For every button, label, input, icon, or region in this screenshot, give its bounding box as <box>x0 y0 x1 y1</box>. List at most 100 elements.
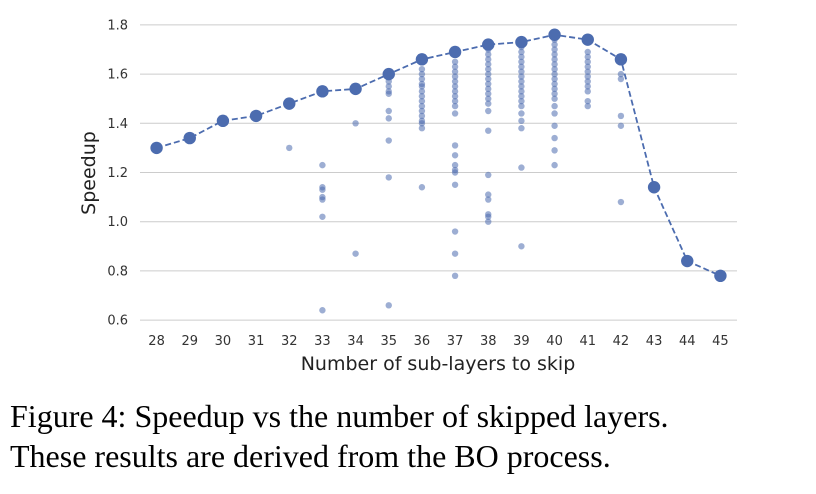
sample-point <box>418 120 426 127</box>
max-speedup-point <box>382 67 395 81</box>
sample-point <box>551 65 558 73</box>
sample-point <box>451 88 459 95</box>
sample-point <box>518 53 525 61</box>
x-tick-labels: 28 29 30 31 32 33 34 35 36 37 38 39 40 41 42 43 44 45 <box>148 334 728 349</box>
sample-point <box>319 307 326 314</box>
sample-point <box>485 191 492 198</box>
sample-point <box>551 95 558 102</box>
sample-point <box>518 117 525 125</box>
sample-point <box>319 161 326 169</box>
x-tick-label: 37 <box>447 334 464 349</box>
sample-point <box>451 110 459 117</box>
sample-point <box>485 127 492 134</box>
sample-point <box>451 161 459 169</box>
sample-point <box>518 73 525 80</box>
sample-point <box>485 100 492 107</box>
sample-point <box>518 78 525 85</box>
sample-point <box>451 63 459 70</box>
max-speedup-point <box>415 53 429 66</box>
sample-point <box>418 112 426 120</box>
sample-point <box>584 58 591 66</box>
x-tick-label: 45 <box>712 334 729 349</box>
sample-point <box>584 102 591 110</box>
x-tick-label: 36 <box>414 334 431 349</box>
sample-point <box>418 83 426 90</box>
sample-point <box>518 83 525 90</box>
sample-point <box>584 83 591 90</box>
sample-point <box>518 93 525 100</box>
max-speedup-point <box>150 141 163 155</box>
max-speedup-point <box>249 109 263 123</box>
sample-point <box>518 97 525 105</box>
y-axis-label: Speedup <box>78 131 100 215</box>
sample-point <box>551 85 558 93</box>
y-tick-labels: 0.6 0.8 1.0 1.2 1.4 1.6 1.8 <box>107 18 128 328</box>
sample-point <box>551 51 558 58</box>
sample-point <box>485 80 492 88</box>
sample-point <box>451 68 459 75</box>
sample-point <box>418 70 426 78</box>
sample-point <box>551 147 558 154</box>
x-tick-label: 41 <box>579 334 596 349</box>
sample-point <box>385 137 392 144</box>
x-tick-label: 29 <box>181 334 198 349</box>
max-speedup-point <box>216 114 230 128</box>
y-tick-label: 1.6 <box>107 68 128 83</box>
x-tick-label: 30 <box>215 334 232 349</box>
x-tick-label: 44 <box>679 334 696 349</box>
max-speedup-point <box>581 33 594 46</box>
sample-point <box>418 93 426 100</box>
sample-point <box>485 65 492 73</box>
sample-point <box>617 198 625 206</box>
sample-point <box>485 196 492 203</box>
x-tick-label: 34 <box>347 334 364 349</box>
y-tick-label: 1.2 <box>107 166 128 181</box>
max-speedup-point <box>316 85 329 98</box>
sample-point <box>551 90 558 97</box>
sample-point <box>418 65 426 73</box>
sample-point <box>451 97 459 105</box>
sample-point <box>418 184 426 191</box>
sample-point <box>485 51 492 58</box>
max-speedup-point <box>515 35 528 49</box>
sample-point <box>385 174 392 181</box>
x-tick-label: 33 <box>314 334 331 349</box>
sample-point <box>352 120 359 127</box>
max-speedup-point <box>482 38 495 51</box>
sample-point <box>518 63 525 70</box>
max-speedup-markers <box>150 28 727 283</box>
max-speedup-point <box>548 28 561 41</box>
sample-point <box>551 80 558 88</box>
sample-point <box>584 53 591 61</box>
sample-point <box>485 61 492 68</box>
sample-point <box>551 61 558 68</box>
sample-point <box>418 97 426 105</box>
grid-lines <box>140 24 737 321</box>
y-tick-label: 0.6 <box>107 314 128 329</box>
sample-point <box>451 142 459 149</box>
sample-point <box>352 250 359 257</box>
sample-point <box>551 161 558 169</box>
sample-point <box>584 97 591 105</box>
caption-line-2: These results are derived from the BO pr… <box>10 438 611 474</box>
sample-point <box>485 171 492 179</box>
sample-point <box>617 122 625 129</box>
speedup-chart: 0.6 0.8 1.0 1.2 1.4 1.6 1.8 28 29 30 31 32 33 34 35 36… <box>78 18 737 375</box>
sample-point <box>451 58 459 66</box>
sample-point <box>485 95 492 102</box>
caption-line-1: Figure 4: Speedup vs the number of skipp… <box>10 398 669 434</box>
sample-point <box>451 181 459 188</box>
sample-point <box>451 93 459 100</box>
x-tick-label: 32 <box>281 334 298 349</box>
sample-point <box>418 107 426 115</box>
sample-point <box>584 78 591 85</box>
sample-point <box>551 75 558 83</box>
sample-point <box>319 196 326 203</box>
max-speedup-point <box>714 269 727 283</box>
x-tick-label: 43 <box>646 334 663 349</box>
sample-point <box>385 107 392 115</box>
x-tick-label: 42 <box>613 334 630 349</box>
sample-point <box>584 73 591 80</box>
x-tick-label: 40 <box>546 334 563 349</box>
sample-point <box>551 41 558 48</box>
